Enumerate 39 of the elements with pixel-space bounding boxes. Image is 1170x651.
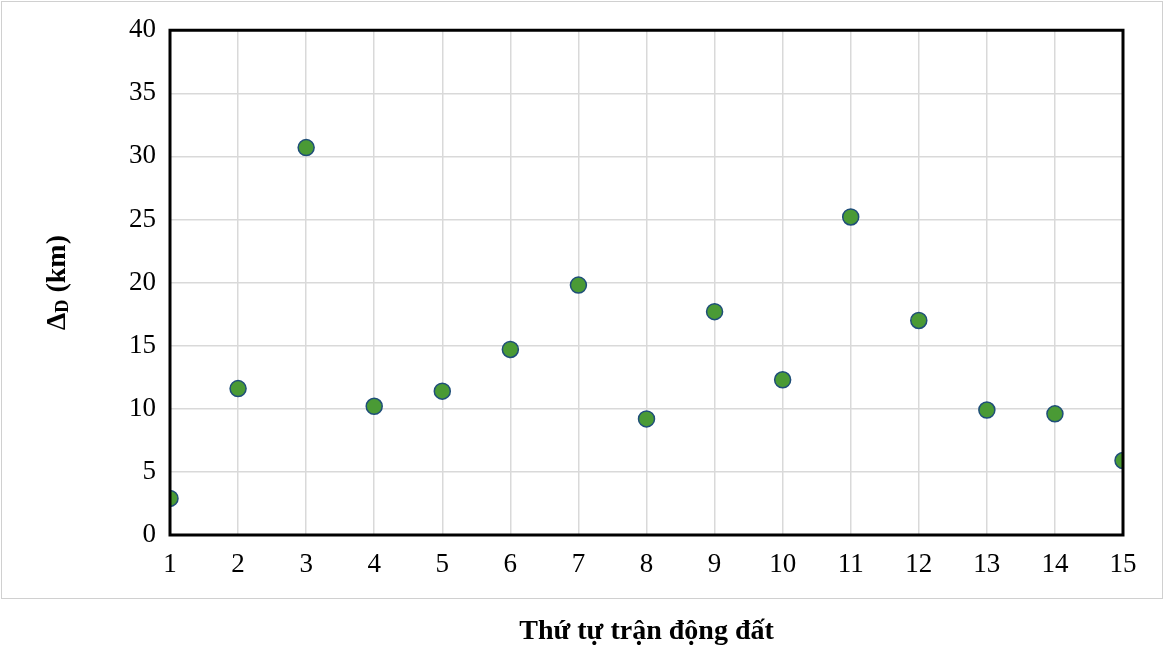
point xyxy=(569,276,588,294)
point xyxy=(637,410,656,428)
y-tick-label: 10 xyxy=(129,391,156,422)
point xyxy=(229,379,247,398)
y-tick-label: 35 xyxy=(129,76,156,107)
x-tick-label: 6 xyxy=(503,548,518,579)
x-tick-label: 8 xyxy=(639,548,654,579)
x-tick-label: 5 xyxy=(435,548,450,579)
point xyxy=(841,208,860,226)
point xyxy=(773,371,792,389)
x-tick-label: 13 xyxy=(973,548,1001,579)
y-tick-label: 20 xyxy=(129,265,156,296)
x-tick-label: 4 xyxy=(367,548,382,579)
y-tick-label: 5 xyxy=(142,454,156,485)
point xyxy=(297,138,315,157)
x-tick-label: 14 xyxy=(1041,548,1069,579)
point xyxy=(501,340,520,359)
y-tick-label: 40 xyxy=(129,13,156,44)
x-tick-label: 7 xyxy=(571,548,586,579)
point xyxy=(365,397,383,416)
x-tick-label: 9 xyxy=(707,548,722,579)
y-tick-label: 30 xyxy=(129,139,156,170)
x-tick-label: 3 xyxy=(299,548,313,579)
point xyxy=(978,401,996,419)
x-axis-title: Thứ tự trận động đất xyxy=(519,614,775,646)
x-tick-label: 15 xyxy=(1109,548,1137,579)
y-tick-label: 15 xyxy=(129,328,156,359)
y-tick-label: 25 xyxy=(129,202,156,233)
x-tick-label: 2 xyxy=(231,548,245,579)
point xyxy=(910,311,928,330)
y-tick-label: 0 xyxy=(142,518,156,549)
x-tick-label: 10 xyxy=(769,548,797,579)
point xyxy=(433,382,452,400)
point xyxy=(705,302,724,321)
x-tick-label: 11 xyxy=(837,548,864,579)
x-tick-label: 12 xyxy=(905,548,933,579)
x-tick-label: 1 xyxy=(163,548,177,579)
point xyxy=(1046,405,1064,423)
y-axis-title: ΔD (km) xyxy=(40,234,73,331)
